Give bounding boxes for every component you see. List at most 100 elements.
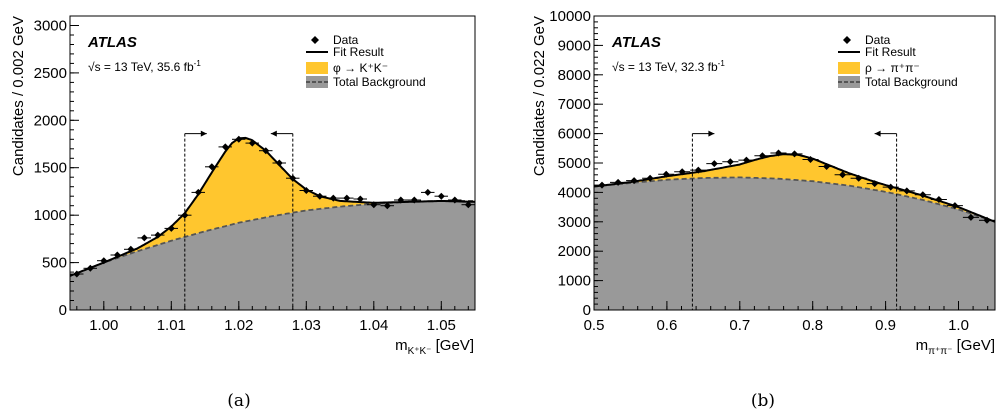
data-point-b: [914, 191, 931, 199]
data-point-marker-a: [140, 234, 148, 242]
y-tick-label-a: 500: [42, 255, 67, 272]
data-point-marker-a: [451, 196, 459, 204]
legend-data-label-b: Data: [865, 33, 891, 47]
data-point-b: [610, 178, 627, 186]
data-point-marker-a: [127, 245, 135, 253]
atlas-label-a: ATLAS: [87, 34, 137, 51]
data-point-b: [642, 174, 659, 182]
y-tick-label-b: 10000: [549, 8, 591, 25]
x-tick-label-a: 1.02: [224, 317, 253, 334]
data-point-marker-a: [208, 163, 216, 171]
data-point-marker-b: [758, 152, 766, 160]
x-tick-label-a: 1.03: [292, 317, 321, 334]
x-tick-label-a: 1.01: [157, 317, 186, 334]
data-point-marker-a: [356, 195, 364, 203]
data-point-a: [367, 201, 381, 209]
legend-bkg-swatch-a: [306, 76, 328, 88]
data-point-a: [272, 159, 286, 167]
data-point-marker-a: [167, 224, 175, 232]
data-point-marker-b: [742, 156, 750, 164]
data-point-a: [110, 251, 124, 259]
data-point-marker-b: [839, 171, 847, 179]
data-point-marker-b: [598, 181, 606, 189]
x-tick-label-b: 0.8: [802, 317, 823, 334]
legend-data-marker-b: [843, 36, 851, 44]
legend-bkg-label-a: Total Background: [333, 75, 426, 89]
data-point-b: [898, 187, 915, 195]
data-point-b: [770, 149, 787, 157]
data-point-marker-a: [154, 231, 162, 239]
window-arrowhead-a: [270, 130, 277, 137]
data-point-b: [979, 216, 995, 224]
data-point-a: [205, 163, 219, 171]
data-point-marker-b: [791, 150, 798, 158]
x-tick-label-b: 0.7: [729, 317, 750, 334]
data-point-marker-a: [370, 201, 378, 209]
data-point-a: [421, 188, 435, 196]
data-point-marker-b: [951, 202, 959, 210]
legend-data-marker-a: [311, 36, 319, 44]
y-tick-label-b: 6000: [558, 126, 591, 143]
y-tick-label-a: 1500: [34, 160, 67, 177]
background-line-b: [593, 176, 996, 223]
fit-line-a: [69, 136, 476, 277]
data-point-marker-a: [464, 201, 472, 209]
data-point-a: [191, 188, 205, 196]
data-point-marker-b: [935, 196, 943, 203]
data-point-a: [326, 194, 340, 202]
data-point-marker-a: [424, 188, 432, 196]
data-point-marker-a: [86, 264, 94, 272]
legend-fit-label-a: Fit Result: [333, 45, 384, 59]
data-point-a: [259, 147, 273, 155]
window-arrowhead-a: [200, 130, 207, 137]
y-tick-label-a: 0: [59, 302, 67, 319]
data-point-marker-a: [329, 194, 337, 202]
data-point-b: [754, 152, 771, 160]
marks-a: [69, 135, 476, 310]
y-tick-label-b: 4000: [558, 184, 591, 201]
data-point-b: [850, 174, 867, 182]
data-point-a: [340, 194, 354, 202]
data-point-a: [83, 264, 97, 272]
data-point-marker-a: [343, 194, 351, 202]
y-tick-label-b: 0: [583, 302, 591, 319]
data-point-marker-a: [302, 187, 310, 194]
data-point-a: [245, 139, 259, 147]
data-point-marker-a: [113, 251, 121, 259]
y-axis-label-a: Candidates / 0.002 GeV: [10, 16, 27, 176]
background-area-a: [70, 200, 475, 310]
energy-label-a: √s = 13 TeV, 35.6 fb-1: [88, 59, 201, 74]
data-point-marker-b: [614, 178, 622, 186]
data-point-b: [946, 202, 963, 210]
signal-window-b: [691, 130, 898, 310]
data-point-a: [313, 192, 327, 200]
data-point-b: [882, 183, 899, 191]
data-point-a: [97, 257, 111, 265]
data-point-b: [658, 170, 675, 178]
data-point-marker-a: [437, 192, 445, 200]
data-point-marker-a: [221, 143, 229, 151]
data-point-a: [299, 187, 313, 194]
y-tick-label-b: 7000: [558, 96, 591, 113]
data-point-b: [834, 171, 851, 179]
data-point-a: [137, 234, 151, 242]
data-point-marker-b: [646, 174, 654, 182]
atlas-label-b: ATLAS: [611, 34, 661, 51]
signal-area-a: [70, 137, 475, 276]
y-tick-label-b: 1000: [558, 273, 591, 290]
signal-area-b: [594, 154, 995, 222]
data-point-a: [380, 202, 394, 210]
legend-signal-swatch-a: [306, 62, 328, 74]
data-point-a: [461, 201, 475, 209]
data-point-b: [786, 150, 803, 158]
data-point-a: [448, 196, 462, 204]
y-tick-label-b: 3000: [558, 214, 591, 231]
x-tick-label-b: 0.6: [656, 317, 677, 334]
y-ticks-a: 0 500 1000 1500 2000 2500 3000: [34, 15, 79, 319]
signal-window-a: [184, 130, 294, 310]
data-point-a: [434, 192, 448, 200]
caption-b: (b): [751, 391, 775, 411]
data-point-marker-b: [855, 174, 863, 182]
data-point-marker-a: [383, 202, 391, 210]
data-point-a: [124, 245, 138, 253]
